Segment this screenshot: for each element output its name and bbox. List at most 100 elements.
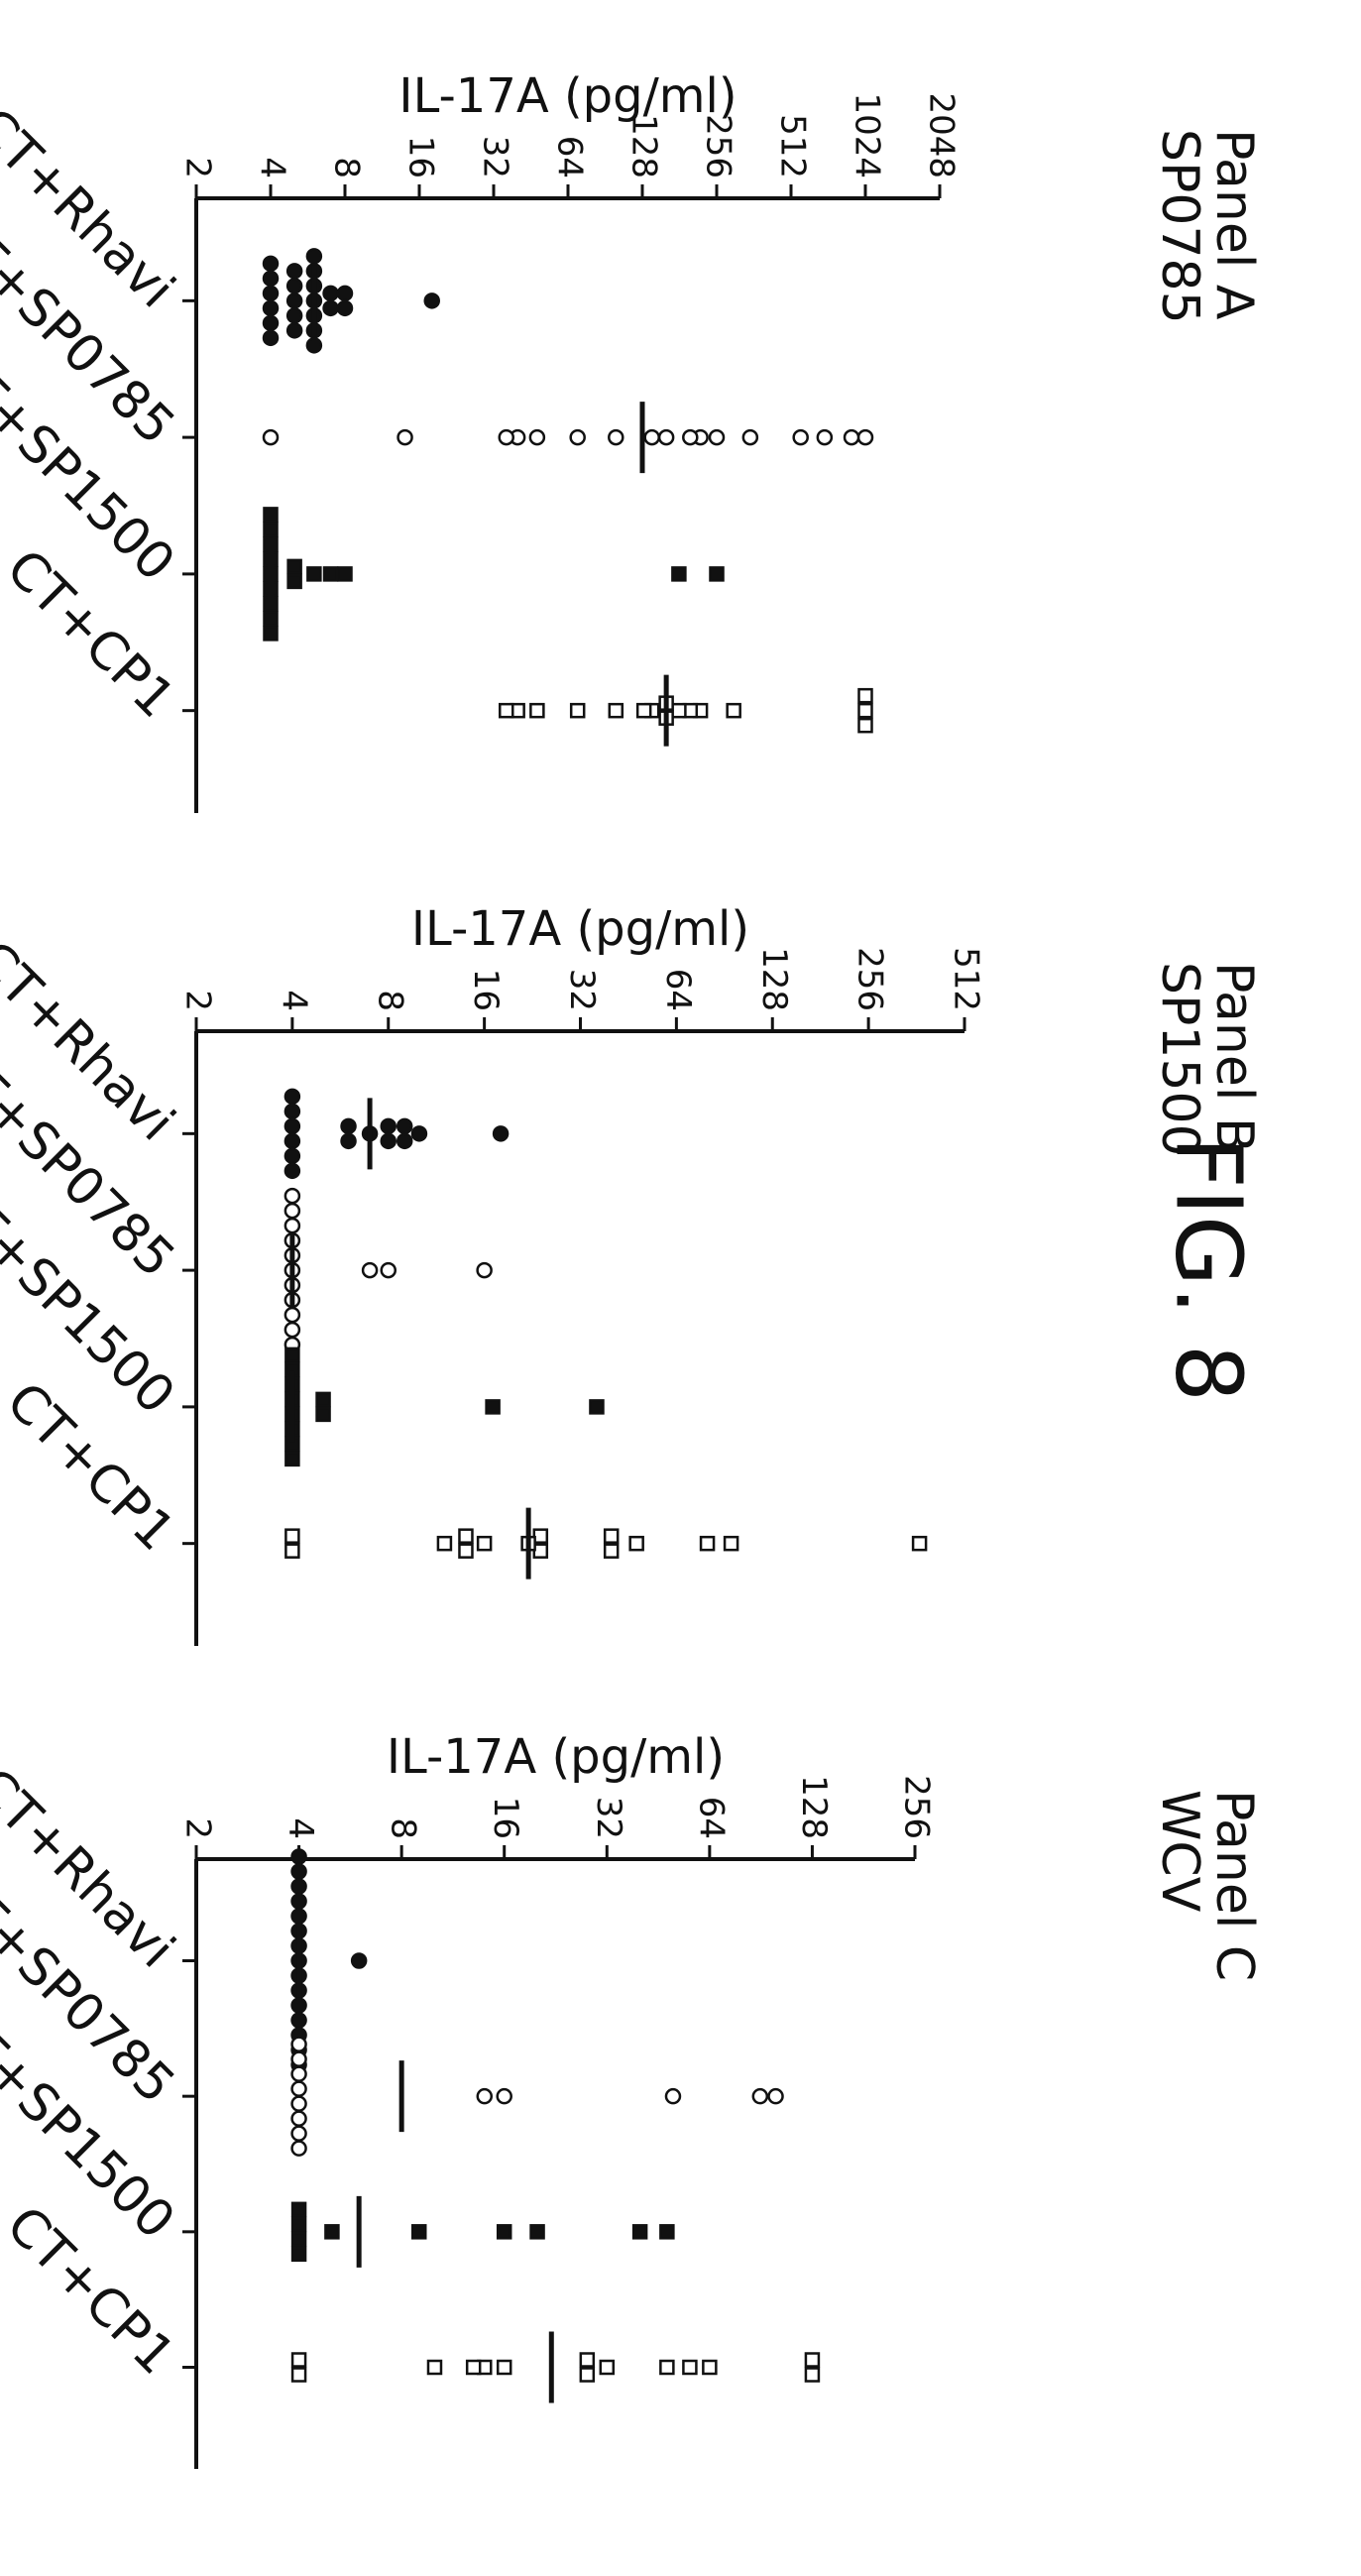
panel-c-data-point [290, 2201, 307, 2218]
panel-c-data-point [751, 2087, 769, 2105]
panel-c-data-point [290, 2080, 307, 2097]
panel-a-data-point [263, 611, 279, 627]
panel-a-data-point [286, 558, 302, 575]
panel-c-y-tick-label: 128 [794, 1775, 834, 1839]
panel-c-data-point [290, 2367, 307, 2383]
panel-a-y-tick-label: 16 [401, 136, 441, 178]
panel-a-y-tick-label: 64 [550, 136, 590, 178]
panel-c-data-point [426, 2359, 443, 2376]
panel-c-data-point [496, 2087, 512, 2105]
panel-a-data-point [262, 255, 280, 273]
panel-a-data-point [263, 507, 279, 523]
panel-c-data-point [290, 2036, 307, 2052]
panel-a-data-point [671, 702, 687, 719]
panel-c-title: Panel C [1204, 1790, 1264, 1981]
panel-a-data-point [262, 285, 280, 302]
panel-c-data-point [529, 2224, 545, 2240]
panel-b-data-point [315, 1391, 331, 1408]
panel-b-data-point [476, 1535, 493, 1552]
panel-a-data-point [726, 702, 741, 719]
panel-a-data-point [285, 307, 303, 324]
panel-c-y-tick-label: 256 [897, 1775, 937, 1839]
panel-a-data-point [569, 702, 586, 719]
panel-a-y-tick-label: 8 [327, 157, 367, 178]
panel-b-data-point [284, 1451, 300, 1467]
panel-a-data-point [708, 428, 726, 446]
panel-a-data-point [262, 329, 280, 347]
panel-c-data-point [290, 1863, 307, 1880]
panel-b-data-point [361, 1261, 379, 1279]
panel-b-data-point [284, 1543, 300, 1559]
panel-b-data-point [284, 1528, 300, 1544]
panel-b-data-point [284, 1321, 301, 1339]
panel-b-data-point [589, 1399, 605, 1415]
panel-c-data-point [496, 2224, 512, 2240]
panel-a-y-tick-label: 4 [253, 157, 292, 178]
panel-b-data-point [284, 1217, 301, 1234]
panel-a-data-point [285, 293, 303, 309]
panel-a-data-point [657, 428, 675, 446]
panel-a-data-point [843, 428, 860, 446]
panel-b-data-point [485, 1399, 501, 1415]
panel-c-data-point [290, 2216, 307, 2233]
panel-b-y-axis-label: IL-17A (pg/ml) [411, 901, 749, 957]
panel-a-data-point [857, 702, 873, 719]
panel-a-data-point [608, 702, 624, 719]
panel-c-data-point [290, 1878, 307, 1895]
panel-c-y-tick-label: 32 [589, 1797, 628, 1839]
panel-b-data-point [458, 1543, 474, 1559]
panel-a-data-point [336, 285, 354, 302]
panel-b-y-tick-label: 8 [370, 990, 409, 1011]
panel-b-data-point [396, 1117, 413, 1135]
panel-a-data-point [741, 428, 759, 446]
panel-b-data-point [284, 1103, 301, 1120]
panel-a-data-point [337, 566, 353, 582]
panel-b-data-point [436, 1535, 453, 1552]
panel-a-data-point [306, 566, 322, 582]
panel-a-y-tick-label: 256 [699, 114, 738, 178]
panel-c-data-point [290, 2012, 307, 2029]
panel-a-y-tick-label: 2048 [922, 92, 962, 178]
panel-c-y-tick-label: 8 [384, 1817, 423, 1839]
panel-a-data-point [322, 285, 339, 302]
panel-b-data-point [723, 1535, 739, 1552]
panel-c-data-point [631, 2224, 648, 2240]
panel-b-data-point [492, 1125, 510, 1142]
panel-b-data-point [458, 1528, 474, 1544]
panel-b-y-tick-label: 16 [466, 969, 506, 1011]
panel-c-y-axis-label: IL-17A (pg/ml) [387, 1729, 725, 1785]
panel-b-data-point [911, 1535, 928, 1552]
panel-c-data-point [290, 2065, 307, 2082]
panel-c-data-point [682, 2359, 698, 2376]
panel-c-data-point [290, 2231, 307, 2248]
panel-b-data-point [284, 1347, 300, 1363]
panel-b-title: Panel B [1204, 962, 1264, 1153]
panel-a-y-tick-label: 512 [773, 114, 813, 178]
panel-c-data-point [465, 2359, 482, 2376]
panel-b-y-tick-label: 2 [178, 990, 218, 1011]
panel-c-data-point [290, 2246, 307, 2263]
panel-b-y-tick-label: 32 [562, 969, 602, 1011]
panel-c-data-point [410, 2224, 427, 2240]
panel-b-data-point [284, 1117, 301, 1135]
panel-b-data-point [476, 1261, 493, 1279]
panel-b-data-point [284, 1306, 301, 1324]
panel-b-data-point [284, 1132, 301, 1150]
panel-c-data-point [702, 2359, 718, 2376]
panel-b-data-point [340, 1117, 357, 1135]
panel-c-data-point [290, 2095, 307, 2112]
panel-a-data-point [608, 428, 624, 446]
panel-b-data-point [380, 1132, 397, 1150]
panel-a-data-point [263, 626, 279, 642]
panel-b-data-point [340, 1132, 357, 1150]
panel-c-subtitle: WCV [1150, 1790, 1209, 1913]
panel-a-data-point [709, 566, 725, 582]
panel-a-data-point [498, 702, 514, 719]
panel-a-y-axis-label: IL-17A (pg/ml) [398, 68, 737, 124]
panel-a-data-point [285, 263, 303, 280]
panel-a-data-point [792, 428, 809, 446]
panel-c-data-point [659, 2224, 675, 2240]
